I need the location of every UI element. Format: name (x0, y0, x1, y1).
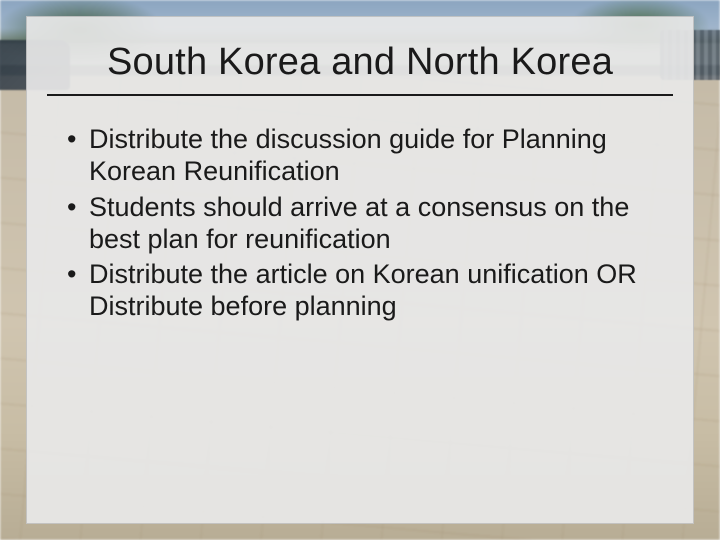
slide-title: South Korea and North Korea (43, 41, 677, 84)
list-item: Distribute the article on Korean unifica… (67, 259, 665, 323)
slide-card: South Korea and North Korea Distribute t… (26, 16, 694, 524)
list-item: Students should arrive at a consensus on… (67, 192, 665, 256)
bullet-list: Distribute the discussion guide for Plan… (43, 124, 677, 323)
list-item: Distribute the discussion guide for Plan… (67, 124, 665, 188)
title-underline (47, 94, 673, 96)
